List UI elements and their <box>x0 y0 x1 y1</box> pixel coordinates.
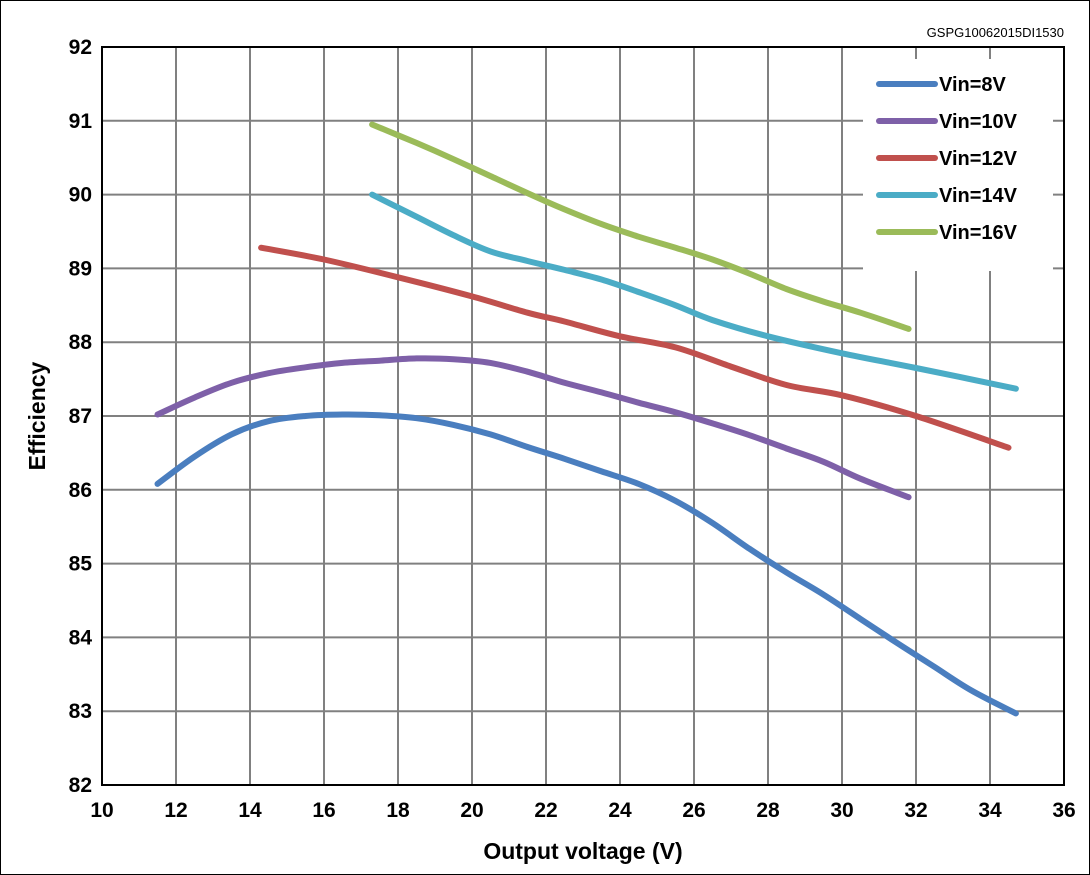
plot-frame <box>101 46 1065 786</box>
series-line-vin-8v <box>154 411 1019 717</box>
series-lines <box>154 121 1019 717</box>
x-tick-label: 16 <box>312 799 335 822</box>
x-tick-label: 18 <box>386 799 410 822</box>
y-axis-title: Efficiency <box>24 361 50 470</box>
y-tick-label: 88 <box>69 331 93 354</box>
x-tick-label: 26 <box>682 799 705 822</box>
legend-label: Vin=8V <box>939 74 1007 96</box>
legend: Vin=8V Vin=10V Vin=12V Vin=14V Vin=16V <box>863 59 1053 271</box>
x-tick-label: 36 <box>1052 799 1075 822</box>
legend-label: Vin=14V <box>939 185 1018 207</box>
legend-label: Vin=12V <box>939 148 1018 170</box>
x-tick-label: 28 <box>756 799 780 822</box>
y-tick-label: 84 <box>69 626 93 649</box>
series-line-vin-12v <box>258 244 1012 451</box>
y-tick-label: 86 <box>69 479 92 502</box>
y-tick-label: 87 <box>69 405 92 428</box>
image-id-label: GSPG10062015DI1530 <box>927 25 1064 40</box>
x-tick-label: 24 <box>608 799 632 822</box>
x-tick-label: 14 <box>238 799 262 822</box>
series-line-vin-10v <box>154 355 912 501</box>
legend-label: Vin=16V <box>939 222 1018 244</box>
y-tick-label: 82 <box>69 774 92 797</box>
y-tick-label: 90 <box>69 184 92 207</box>
x-axis-title: Output voltage (V) <box>483 838 682 864</box>
y-tick-label: 85 <box>69 553 93 576</box>
series-line-vin-16v <box>369 121 912 332</box>
legend-label: Vin=10V <box>939 111 1018 133</box>
x-tick-label: 22 <box>534 799 557 822</box>
legend-box <box>863 59 1053 271</box>
x-tick-label: 10 <box>90 799 113 822</box>
x-tick-label: 34 <box>978 799 1002 822</box>
y-tick-label: 91 <box>69 110 93 133</box>
y-tick-label: 83 <box>69 700 92 723</box>
series-line-vin-14v <box>369 191 1019 392</box>
x-tick-label: 12 <box>164 799 187 822</box>
x-tick-label: 32 <box>904 799 927 822</box>
x-tick-labels: 10 12 14 16 18 20 22 24 26 28 30 32 34 36 <box>90 799 1075 822</box>
y-tick-label: 92 <box>69 36 92 59</box>
x-tick-label: 30 <box>830 799 853 822</box>
y-tick-label: 89 <box>69 257 92 280</box>
y-tick-labels: 82 83 84 85 86 87 88 89 90 91 92 <box>69 36 93 797</box>
x-tick-label: 20 <box>460 799 483 822</box>
